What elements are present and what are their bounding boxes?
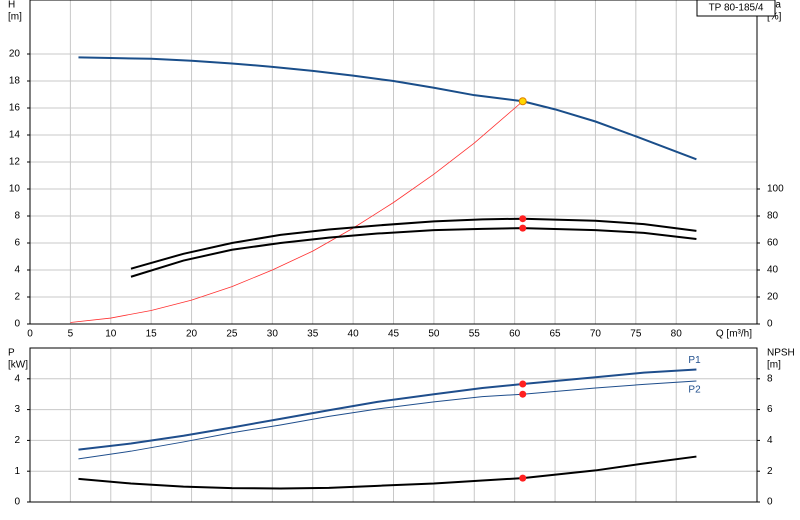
series-line xyxy=(78,56,697,161)
x-tick-label: 50 xyxy=(428,329,440,340)
y-tick-label: 2 xyxy=(14,292,20,303)
series-line xyxy=(78,455,697,490)
x-tick-label: 5 xyxy=(68,329,74,340)
title-box xyxy=(696,0,776,17)
y-axis-label: H xyxy=(8,0,15,11)
y2-tick-label: 8 xyxy=(767,373,773,384)
y-tick-label: 3 xyxy=(14,404,20,415)
series-line xyxy=(130,217,697,270)
duty-point xyxy=(519,215,527,223)
y-tick-label: 16 xyxy=(9,103,21,114)
duty-point xyxy=(518,97,527,106)
y2-tick-label: 6 xyxy=(767,404,773,415)
y-tick-label: 12 xyxy=(9,157,21,168)
y-axis-label: P xyxy=(8,348,15,359)
y2-tick-label: 0 xyxy=(767,319,773,330)
y-axis-unit: [kW] xyxy=(8,360,28,371)
duty-point xyxy=(519,390,527,398)
series-line xyxy=(130,227,697,278)
duty-point xyxy=(519,224,527,232)
y2-axis-unit: [%] xyxy=(767,12,782,23)
x-tick-label: 30 xyxy=(267,329,279,340)
y-tick-label: 18 xyxy=(9,76,21,87)
y2-tick-label: 20 xyxy=(767,292,779,303)
y-tick-label: 0 xyxy=(14,497,20,508)
x-tick-label: 25 xyxy=(226,329,238,340)
y-tick-label: 6 xyxy=(14,238,20,249)
x-tick-label: 0 xyxy=(27,329,33,340)
series-line xyxy=(78,368,697,451)
series-label: P2 xyxy=(688,385,701,396)
y-tick-label: 14 xyxy=(9,130,21,141)
y2-tick-label: 80 xyxy=(767,211,779,222)
x-axis-label: Q [m³/h] xyxy=(716,329,752,340)
x-tick-label: 70 xyxy=(590,329,602,340)
x-tick-label: 10 xyxy=(105,329,117,340)
duty-point xyxy=(519,474,527,482)
y-tick-label: 10 xyxy=(9,184,21,195)
y2-tick-label: 4 xyxy=(767,435,773,446)
y-tick-label: 8 xyxy=(14,211,20,222)
series-label: P1 xyxy=(688,355,701,366)
y-tick-label: 0 xyxy=(14,319,20,330)
y2-tick-label: 40 xyxy=(767,265,779,276)
y2-tick-label: 0 xyxy=(767,497,773,508)
y-axis-unit: [m] xyxy=(8,12,22,23)
x-tick-label: 15 xyxy=(146,329,158,340)
chart-title: TP 80-185/4 xyxy=(709,3,764,14)
y2-tick-label: 2 xyxy=(767,466,773,477)
y2-axis-label: NPSH xyxy=(767,348,795,359)
y2-tick-label: 60 xyxy=(767,238,779,249)
y-tick-label: 20 xyxy=(9,49,21,60)
x-tick-label: 45 xyxy=(388,329,400,340)
y-tick-label: 4 xyxy=(14,373,20,384)
duty-point xyxy=(519,380,527,388)
series-line xyxy=(78,380,697,460)
plot-frame xyxy=(29,347,758,503)
x-tick-label: 65 xyxy=(549,329,561,340)
y-tick-label: 1 xyxy=(14,466,20,477)
y2-tick-label: 100 xyxy=(767,184,784,195)
y-tick-label: 4 xyxy=(14,265,20,276)
x-tick-label: 75 xyxy=(630,329,642,340)
x-tick-label: 55 xyxy=(469,329,481,340)
x-tick-label: 40 xyxy=(348,329,360,340)
y-tick-label: 2 xyxy=(14,435,20,446)
x-tick-label: 80 xyxy=(671,329,683,340)
x-tick-label: 20 xyxy=(186,329,198,340)
series-line xyxy=(70,100,524,323)
x-tick-label: 60 xyxy=(509,329,521,340)
y2-axis-unit: [m] xyxy=(767,360,781,371)
x-tick-label: 35 xyxy=(307,329,319,340)
